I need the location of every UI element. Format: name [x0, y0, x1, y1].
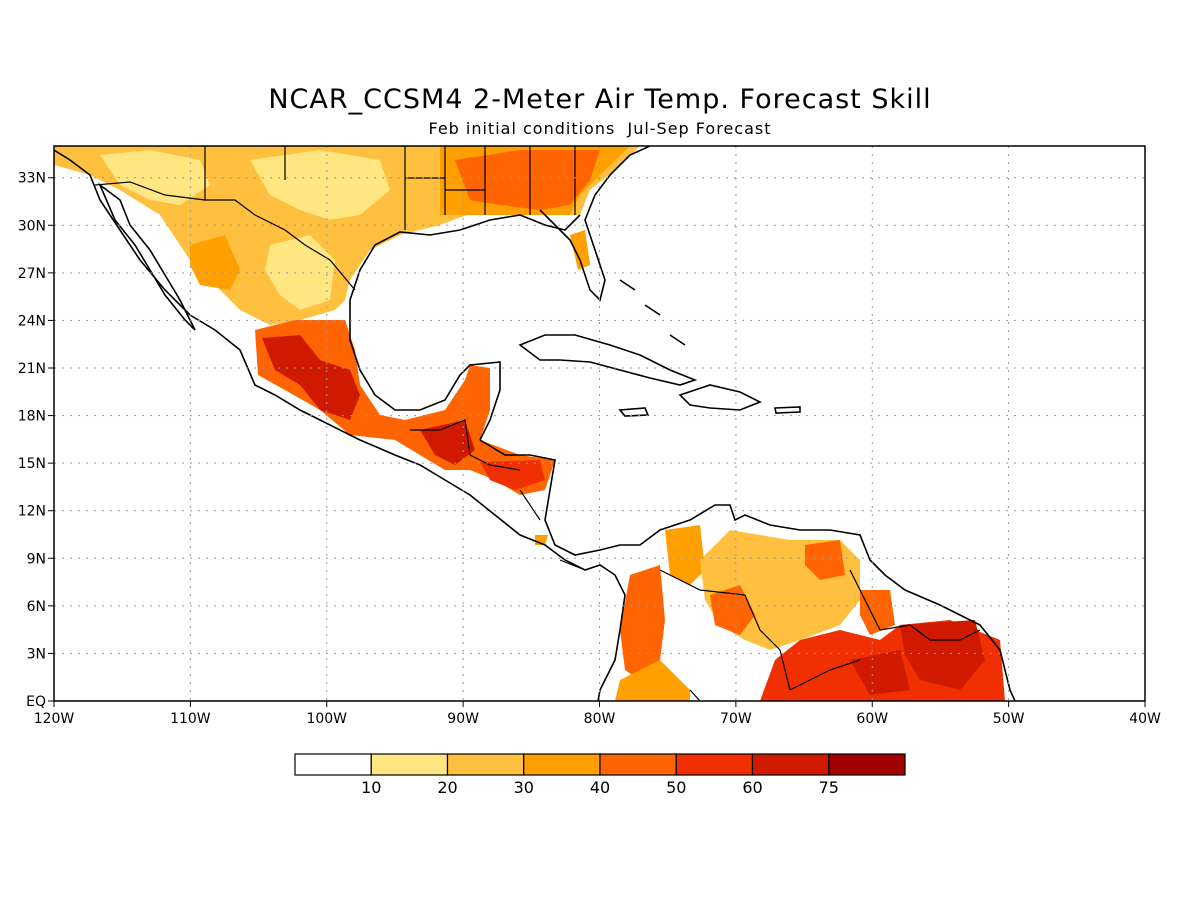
region-southeast-us: [455, 150, 600, 210]
coast-cuba: [518, 334, 698, 386]
lat-tick-label: EQ: [26, 694, 46, 710]
coastlines: [54, 146, 1016, 701]
region-ecuador-strip: [615, 660, 690, 701]
region-s-mexico-core: [262, 335, 360, 420]
coast-jamaica: [618, 407, 650, 417]
skill-field: [54, 146, 1005, 701]
colorbar-label: 75: [819, 778, 839, 797]
lon-tick-label: 50W: [993, 711, 1025, 727]
lon-tick-label: 80W: [584, 711, 616, 727]
colorbar-swatch: [294, 753, 372, 776]
lat-tick-label: 18N: [18, 409, 46, 425]
lon-tick-label: 120W: [34, 711, 75, 727]
region-guatemala-core: [420, 420, 475, 465]
coast-pacific: [54, 149, 626, 701]
colorbar-label: 40: [590, 778, 610, 797]
lon-tick-label: 110W: [170, 711, 211, 727]
colorbar-swatch: [523, 753, 601, 776]
chart-title: NCAR_CCSM4 2-Meter Air Temp. Forecast Sk…: [268, 84, 932, 115]
lat-tick-label: 33N: [18, 171, 46, 187]
colorbar-swatch: [675, 753, 754, 776]
lat-tick-label: 12N: [18, 504, 46, 520]
region-plateau-light: [265, 235, 335, 310]
region-guiana-west: [860, 590, 895, 635]
lat-tick-label: 24N: [18, 313, 46, 329]
border-us-states: [204, 146, 576, 230]
colorbar-label: 30: [514, 778, 534, 797]
colorbar-swatch: [599, 753, 677, 776]
lon-tick-label: 100W: [306, 711, 347, 727]
border-us-mexico: [94, 181, 356, 291]
colorbar-label: 50: [666, 778, 686, 797]
region-venezuela-east: [805, 540, 845, 580]
region-venezuela-core: [710, 585, 755, 635]
coast-baja: [98, 182, 196, 331]
chart-subtitle: Feb initial conditions Jul-Sep Forecast: [428, 119, 772, 138]
lon-tick-label: 70W: [720, 711, 752, 727]
region-nw-mexico: [190, 235, 240, 290]
colorbar-label: 20: [437, 778, 457, 797]
coast-caribbean-ca: [479, 439, 1016, 701]
border-south-america: [659, 569, 981, 701]
lon-tick-label: 40W: [1129, 711, 1161, 727]
region-colombia-north: [665, 525, 705, 585]
lat-tick-label: 27N: [18, 266, 46, 282]
lon-tick-label: 90W: [447, 711, 479, 727]
colorbar: 10 20 30 40 50 60 75: [294, 753, 906, 797]
lat-tick-label: 30N: [18, 218, 46, 234]
lat-tick-label: 21N: [18, 361, 46, 377]
lat-tick-label: 15N: [18, 456, 46, 472]
borders: [94, 146, 981, 701]
colorbar-swatch: [751, 753, 830, 776]
axes: 120W 110W 100W 90W 80W 70W 60W 50W 40W EQ 3N 6N 9N 12…: [18, 171, 1161, 727]
colorbar-swatch: [446, 753, 525, 776]
region-honduras: [480, 460, 545, 490]
coast-puerto-rico: [774, 406, 801, 414]
colorbar-swatch: [828, 753, 906, 776]
lon-tick-label: 60W: [856, 711, 888, 727]
coast-florida: [539, 146, 651, 302]
region-florida: [570, 230, 590, 270]
colorbar-label: 60: [742, 778, 762, 797]
region-colombia-west: [620, 565, 665, 680]
region-light-west: [100, 150, 210, 205]
colorbar-swatch: [370, 753, 449, 776]
colorbar-label: 10: [361, 778, 381, 797]
border-central-america: [410, 419, 586, 571]
coast-bahamas: [619, 279, 686, 346]
lat-tick-label: 3N: [27, 646, 46, 662]
lat-tick-label: 6N: [27, 599, 46, 615]
coast-gulf: [349, 214, 581, 441]
coast-hispaniola: [678, 384, 762, 411]
gridlines: [54, 146, 1145, 701]
lat-tick-label: 9N: [27, 551, 46, 567]
region-amazon-core: [850, 650, 910, 695]
